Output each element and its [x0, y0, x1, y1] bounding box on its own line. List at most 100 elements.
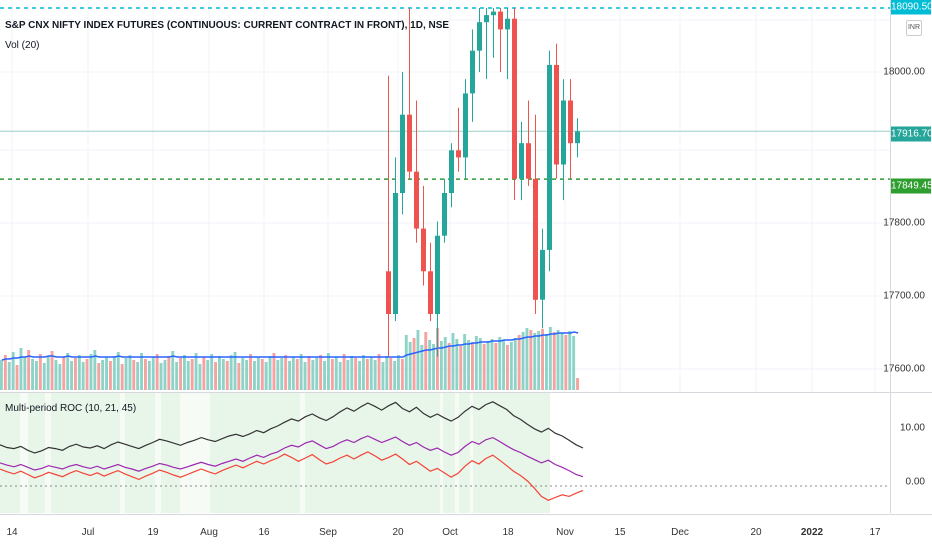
volume-bar: [151, 357, 155, 390]
candle-body: [456, 150, 461, 158]
volume-bar: [471, 342, 474, 390]
pane-divider[interactable]: [0, 392, 932, 393]
volume-bar: [0, 360, 3, 390]
volume-bar: [93, 350, 97, 390]
volume-bar: [66, 353, 70, 390]
candle-body: [526, 143, 531, 179]
volume-bar: [377, 354, 381, 390]
currency-badge[interactable]: INR: [906, 20, 922, 36]
volume-bar: [253, 361, 256, 390]
roc-series-line: [0, 451, 584, 501]
volume-bar: [568, 331, 572, 390]
volume-bar: [358, 361, 361, 390]
roc-legend[interactable]: Multi-period ROC (10, 21, 45): [5, 403, 137, 414]
roc-zone-gap: [120, 393, 125, 513]
candle-body: [449, 150, 454, 193]
volume-bar: [116, 352, 120, 390]
volume-bar: [81, 362, 85, 390]
volume-bar: [459, 346, 463, 390]
volume-bar: [38, 354, 42, 390]
volume-bar: [268, 356, 272, 390]
volume-bar: [186, 361, 190, 390]
volume-bar: [19, 348, 23, 390]
volume-bar: [486, 341, 490, 390]
candle-body: [568, 100, 573, 144]
volume-bar: [159, 363, 163, 390]
volume-bar: [206, 360, 210, 390]
volume-bar: [424, 332, 428, 390]
volume-bar: [74, 358, 77, 390]
volume-bar: [221, 359, 225, 390]
volume-bar: [354, 358, 358, 390]
volume-bar: [54, 360, 58, 390]
volume-bar: [245, 360, 249, 390]
volume-bar: [389, 358, 393, 390]
volume-bar: [58, 364, 62, 390]
volume-bar: [249, 354, 252, 390]
volume-bar: [439, 341, 443, 390]
price-chart-svg[interactable]: [0, 0, 890, 392]
volume-bar: [342, 354, 346, 390]
roc-indicator-panel[interactable]: [0, 393, 890, 513]
price-scale[interactable]: 18000.00 17800.00 17700.00 17600.00: [883, 0, 932, 392]
volume-bar: [365, 359, 369, 390]
candle-body: [407, 114, 412, 172]
volume-bar: [276, 360, 280, 390]
volume-bar: [27, 350, 31, 390]
time-tick-label: 16: [258, 527, 270, 538]
candle-body: [484, 15, 489, 23]
volume-bar: [408, 342, 412, 390]
roc-chart-svg[interactable]: [0, 393, 890, 513]
volume-bar: [517, 335, 521, 390]
volume-bar: [144, 359, 147, 390]
volume-bar: [155, 354, 159, 390]
time-tick-label: Dec: [671, 527, 689, 538]
volume-bar: [533, 333, 537, 390]
volume-bar: [15, 365, 19, 390]
volume-bar: [284, 355, 288, 390]
volume-bar: [545, 334, 548, 390]
roc-zone-gap: [440, 393, 443, 513]
candle-body: [477, 22, 482, 51]
time-axis[interactable]: 14 Jul 19 Aug 16 Sep 20 Oct 18 Nov 15 De…: [0, 514, 932, 551]
last-price-tag: 17916.70: [891, 126, 932, 142]
volume-legend[interactable]: Vol (20): [5, 40, 40, 51]
volume-bar: [291, 357, 295, 390]
volume-bar: [229, 355, 233, 390]
volume-bar: [85, 359, 89, 390]
candle-body: [428, 271, 433, 314]
volume-bar: [194, 353, 198, 390]
volume-bar: [502, 340, 505, 390]
roc-series-line: [0, 401, 584, 454]
volume-bar: [327, 353, 330, 390]
volume-bar: [564, 335, 568, 390]
roc-zone-gap: [20, 393, 28, 513]
price-chart-panel[interactable]: [0, 0, 890, 392]
price-tick-label: 17800.00: [883, 217, 925, 229]
time-tick-label: 17: [869, 527, 881, 538]
price-tick-label: 18000.00: [883, 66, 925, 78]
volume-bar: [288, 361, 291, 390]
symbol-title[interactable]: S&P CNX NIFTY INDEX FUTURES (CONTINUOUS:…: [5, 20, 450, 31]
time-tick-label: 19: [147, 527, 159, 538]
time-tick-label: Oct: [442, 527, 458, 538]
time-tick-label: 14: [6, 527, 18, 538]
volume-bar: [11, 352, 15, 390]
volume-bar: [112, 356, 116, 390]
volume-bar: [109, 361, 112, 390]
volume-bar: [120, 364, 124, 390]
volume-bar: [50, 351, 54, 390]
volume-bar: [552, 332, 556, 390]
roc-scale[interactable]: 10.00 0.00: [890, 393, 932, 513]
volume-bar: [307, 356, 311, 390]
volume-bar: [393, 361, 397, 390]
top-level-tag: 18090.50: [891, 0, 932, 15]
candle-body: [386, 271, 391, 314]
roc-series-line: [0, 435, 584, 478]
time-tick-label: 2022: [800, 527, 824, 538]
roc-zone-gap: [155, 393, 161, 513]
volume-bar: [467, 340, 470, 390]
candle-body: [505, 18, 510, 30]
volume-bar: [509, 342, 513, 390]
volume-bar: [330, 359, 334, 390]
